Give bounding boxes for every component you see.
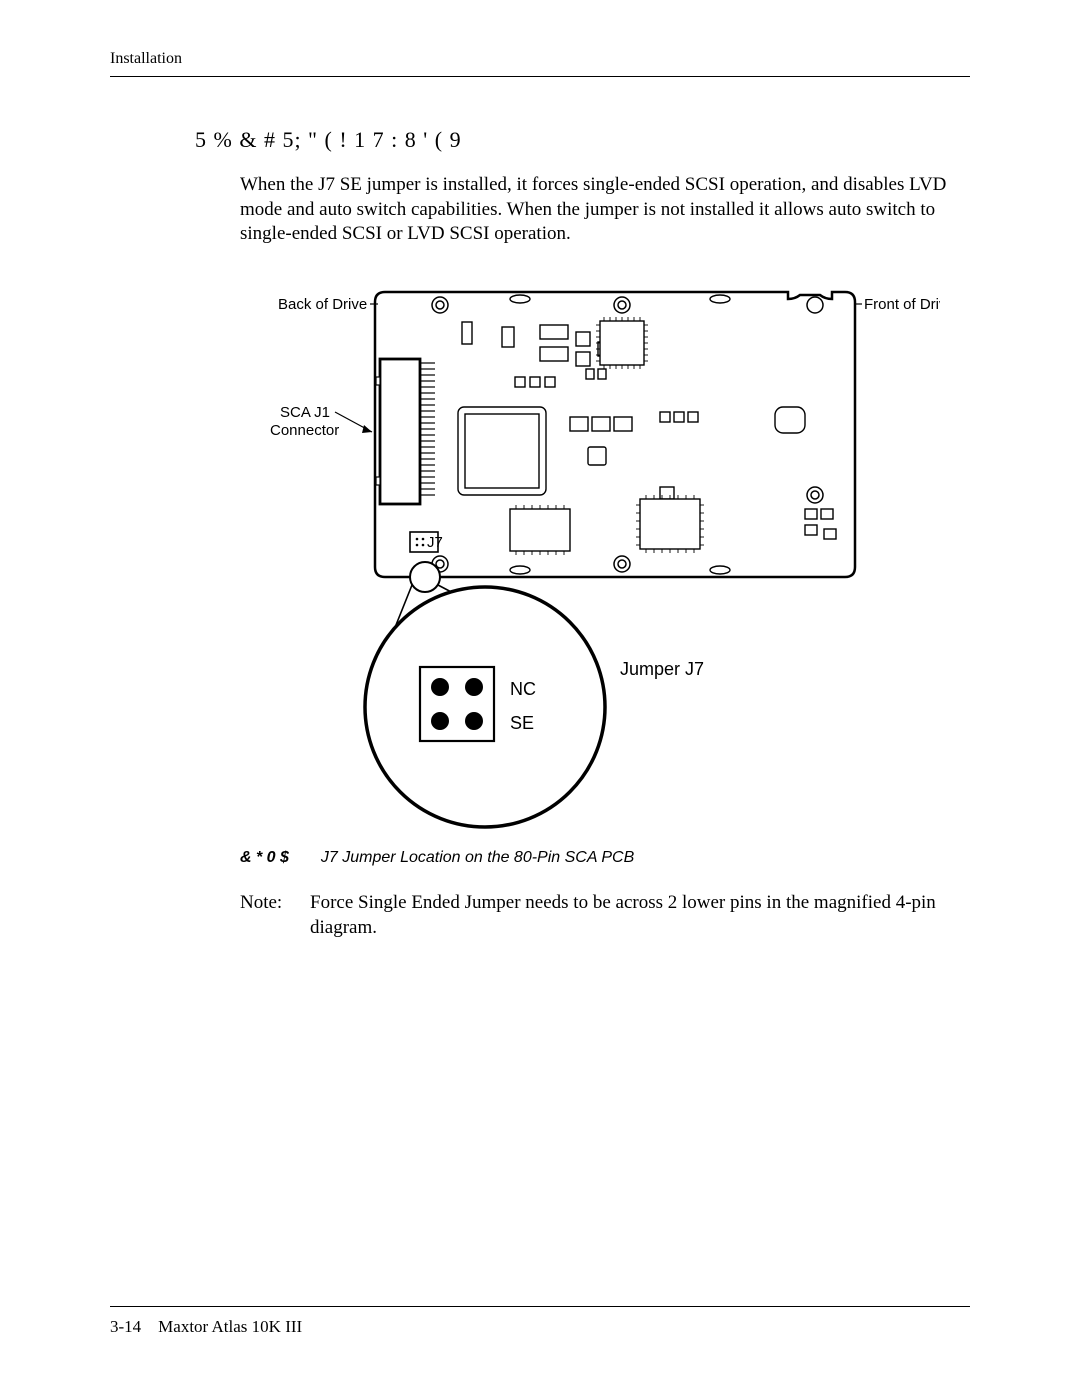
header-rule — [110, 76, 970, 77]
footer-page-number: 3-14 — [110, 1317, 141, 1336]
page-footer: 3-14 Maxtor Atlas 10K III — [110, 1306, 970, 1337]
sca-j1-label-2: Connector — [270, 422, 339, 439]
figure-caption: & * 0 $ J7 Jumper Location on the 80-Pin… — [240, 849, 970, 867]
note-label: Note: — [240, 891, 310, 940]
figure-caption-text: J7 Jumper Location on the 80-Pin SCA PCB — [321, 849, 634, 866]
body-paragraph: When the J7 SE jumper is installed, it f… — [240, 173, 960, 247]
pcb-diagram: J7 NC SE Back of Drive Front of Drive SC… — [240, 277, 940, 837]
note-text: Force Single Ended Jumper needs to be ac… — [310, 891, 940, 940]
section-title: 5 % & # 5; " ( ! 1 7 : 8 ' ( 9 — [195, 127, 970, 153]
footer-rule — [110, 1306, 970, 1307]
note-row: Note: Force Single Ended Jumper needs to… — [240, 891, 940, 940]
back-of-drive-label: Back of Drive — [278, 296, 367, 313]
sca-j1-label-1: SCA J1 — [280, 404, 330, 421]
se-label: SE — [510, 713, 534, 733]
nc-label: NC — [510, 679, 536, 699]
header-label: Installation — [110, 50, 970, 68]
figure-caption-label: & * 0 $ — [240, 849, 289, 866]
j7-label-small: J7 — [427, 534, 443, 551]
front-of-drive-label: Front of Drive — [864, 296, 940, 313]
jumper-j7-label: Jumper J7 — [620, 659, 704, 679]
footer-product: Maxtor Atlas 10K III — [158, 1317, 302, 1336]
